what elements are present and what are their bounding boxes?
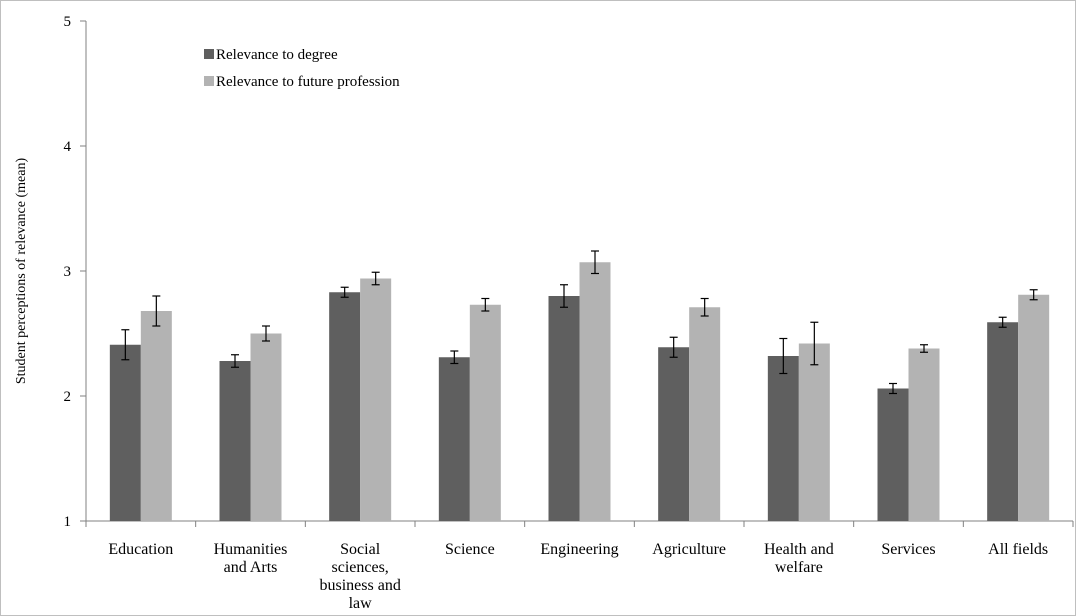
x-tick-labels: Education Humanities and Arts Social science… xyxy=(108,541,1048,612)
y-tick-label: 4 xyxy=(64,139,72,155)
bar xyxy=(689,307,721,521)
bars xyxy=(109,262,1050,521)
bar xyxy=(219,361,251,521)
x-tick-label-line: and Arts xyxy=(224,559,278,576)
x-tick-label: Health and welfare xyxy=(764,541,834,576)
legend-label: Relevance to degree xyxy=(216,47,338,63)
x-tick-label-line: All fields xyxy=(988,541,1048,558)
bar xyxy=(767,356,799,521)
x-tick-label: Agriculture xyxy=(652,541,726,558)
x-tick-label-line: Engineering xyxy=(540,541,618,558)
x-tick-label-line: Social xyxy=(340,541,381,558)
bar xyxy=(329,292,361,521)
legend: Relevance to degree Relevance to future p… xyxy=(204,47,400,90)
legend-swatch xyxy=(204,76,214,86)
bar xyxy=(658,347,690,521)
y-tick-label: 2 xyxy=(64,389,72,405)
y-axis-title: Student perceptions of relevance (mean) xyxy=(14,158,29,385)
legend-label: Relevance to future profession xyxy=(216,74,400,90)
x-tick-label-line: Science xyxy=(445,541,495,558)
x-tick-label-line: sciences, xyxy=(332,559,389,576)
bar xyxy=(877,388,909,521)
bar xyxy=(579,262,611,521)
x-tick-label-line: law xyxy=(349,595,373,612)
y-tick-label: 5 xyxy=(64,14,72,30)
bar xyxy=(109,344,141,521)
bar xyxy=(360,278,392,521)
bar xyxy=(140,311,172,521)
bar xyxy=(798,343,830,521)
x-tick-label: Engineering xyxy=(540,541,618,558)
x-tick-label-line: Services xyxy=(881,541,935,558)
x-tick-label-line: Health and xyxy=(764,541,834,558)
x-tick-label-line: Agriculture xyxy=(652,541,726,558)
x-tick-label: Education xyxy=(108,541,173,558)
x-tick-label-line: Humanities xyxy=(214,541,288,558)
legend-swatch xyxy=(204,49,214,59)
y-tick-label: 3 xyxy=(64,264,72,280)
x-tick-label: Services xyxy=(881,541,935,558)
x-tick-label: Science xyxy=(445,541,495,558)
bar xyxy=(438,357,470,521)
x-tick-label: All fields xyxy=(988,541,1048,558)
bar xyxy=(469,304,501,521)
y-tick-label: 1 xyxy=(64,514,72,530)
x-tick-label: Humanities and Arts xyxy=(214,541,288,576)
error-bars xyxy=(121,250,1038,395)
x-tick-label-line: Education xyxy=(108,541,173,558)
bar xyxy=(250,333,282,521)
bar xyxy=(548,296,580,521)
x-tick-label-line: business and xyxy=(320,577,401,594)
x-tick-label: Social sciences, business and law xyxy=(320,541,401,612)
x-tick-label-line: welfare xyxy=(775,559,823,576)
bar xyxy=(908,348,940,521)
y-tick-labels: 1 2 3 4 5 xyxy=(64,14,72,530)
bar xyxy=(1018,294,1050,521)
bar xyxy=(987,322,1019,521)
